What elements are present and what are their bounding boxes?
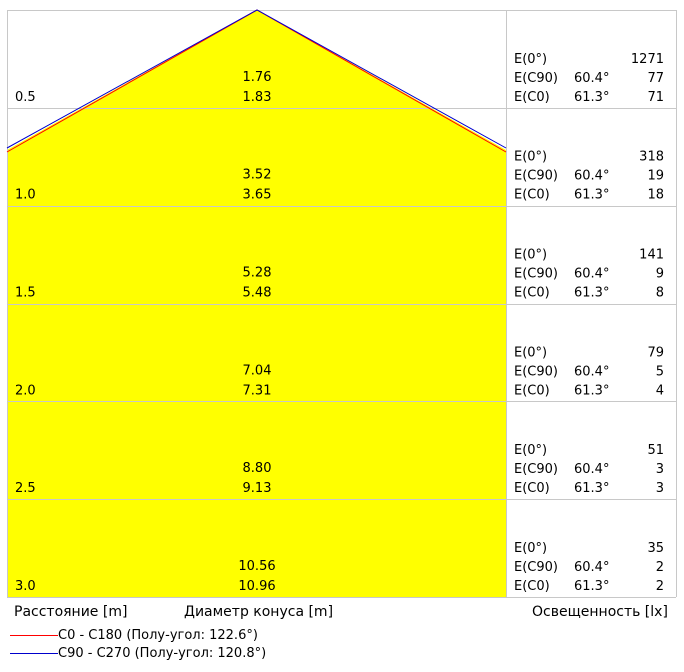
diameter-value-c90: 8.80 <box>243 461 272 476</box>
illuminance-value-e0: 1271 <box>631 52 664 67</box>
illuminance-label-e0: E(0°) <box>514 443 547 458</box>
legend-line-blue <box>10 653 58 654</box>
angle-label-c90: 60.4° <box>574 267 609 282</box>
legend-line-red <box>10 635 58 636</box>
distance-label: 2.5 <box>15 481 36 496</box>
angle-label-c90: 60.4° <box>574 364 609 379</box>
angle-label-c0: 61.3° <box>574 481 609 496</box>
illuminance-label-e-c90: E(C90) <box>514 560 558 575</box>
illuminance-value-e-c90: 77 <box>647 71 664 86</box>
illuminance-label-e0: E(0°) <box>514 52 547 67</box>
illuminance-value-e-c0: 8 <box>656 286 664 301</box>
illuminance-axis-label: Освещенность [lx] <box>532 604 668 620</box>
illuminance-label-e-c0: E(C0) <box>514 481 550 496</box>
illuminance-value-e0: 35 <box>647 541 664 556</box>
angle-label-c0: 61.3° <box>574 579 609 594</box>
legend-entry-c90-c270: C90 - C270 (Полу-угол: 120.8°) <box>10 646 266 661</box>
illuminance-value-e-c90: 3 <box>656 462 664 477</box>
illuminance-label-e-c0: E(C0) <box>514 188 550 203</box>
angle-label-c90: 60.4° <box>574 560 609 575</box>
illuminance-value-e-c90: 2 <box>656 560 664 575</box>
diameter-value-c0: 3.65 <box>243 188 272 203</box>
illuminance-value-e-c90: 19 <box>647 169 664 184</box>
illuminance-label-e-c90: E(C90) <box>514 169 558 184</box>
angle-label-c90: 60.4° <box>574 169 609 184</box>
diameter-value-c90: 3.52 <box>243 168 272 183</box>
angle-label-c0: 61.3° <box>574 90 609 105</box>
illuminance-value-e-c0: 3 <box>656 481 664 496</box>
illuminance-label-e-c90: E(C90) <box>514 364 558 379</box>
illuminance-label-e0: E(0°) <box>514 345 547 360</box>
cone-fill <box>7 10 506 597</box>
legend-label-c90-c270: C90 - C270 (Полу-угол: 120.8°) <box>58 646 267 661</box>
diameter-value-c0: 1.83 <box>243 90 272 105</box>
legend-entry-c0-c180: C0 - C180 (Полу-угол: 122.6°) <box>10 628 258 643</box>
diameter-value-c90: 1.76 <box>243 70 272 85</box>
illuminance-value-e-c90: 9 <box>656 267 664 282</box>
diameter-value-c0: 9.13 <box>243 481 272 496</box>
cone-diagram: 0.5 1.76 1.83 E(0°) E(C90) E(C0) 60.4° 61.3° 127… <box>6 9 677 598</box>
legend-label-c0-c180: C0 - C180 (Полу-угол: 122.6°) <box>58 628 258 643</box>
diameter-value-c90: 5.28 <box>243 266 272 281</box>
illuminance-label-e-c0: E(C0) <box>514 579 550 594</box>
illuminance-label-e0: E(0°) <box>514 541 547 556</box>
diameter-value-c90: 10.56 <box>238 559 275 574</box>
diameter-axis-label: Диаметр конуса [m] <box>184 604 334 620</box>
illuminance-label-e0: E(0°) <box>514 248 547 263</box>
illuminance-label-e-c0: E(C0) <box>514 383 550 398</box>
illuminance-label-e0: E(0°) <box>514 150 547 165</box>
distance-label: 3.0 <box>15 579 36 594</box>
illuminance-value-e-c90: 5 <box>656 364 664 379</box>
distance-label: 0.5 <box>15 90 36 105</box>
distance-label: 1.5 <box>15 286 36 301</box>
illuminance-value-e-c0: 2 <box>656 579 664 594</box>
illuminance-value-e-c0: 18 <box>647 188 664 203</box>
illuminance-value-e-c0: 4 <box>656 383 664 398</box>
diameter-value-c0: 7.31 <box>243 383 272 398</box>
diameter-value-c0: 10.96 <box>238 579 275 594</box>
angle-label-c0: 61.3° <box>574 383 609 398</box>
illuminance-label-e-c0: E(C0) <box>514 90 550 105</box>
angle-label-c90: 60.4° <box>574 71 609 86</box>
angle-label-c0: 61.3° <box>574 188 609 203</box>
distance-label: 1.0 <box>15 188 36 203</box>
angle-label-c90: 60.4° <box>574 462 609 477</box>
illuminance-value-e-c0: 71 <box>647 90 664 105</box>
diameter-value-c0: 5.48 <box>243 286 272 301</box>
illuminance-label-e-c90: E(C90) <box>514 267 558 282</box>
illuminance-label-e-c0: E(C0) <box>514 286 550 301</box>
distance-label: 2.0 <box>15 383 36 398</box>
distance-axis-label: Расстояние [m] <box>14 604 128 620</box>
cone-outline-c90-c270 <box>6 9 507 149</box>
illuminance-label-e-c90: E(C90) <box>514 71 558 86</box>
illuminance-label-e-c90: E(C90) <box>514 462 558 477</box>
diameter-value-c90: 7.04 <box>243 363 272 378</box>
illuminance-value-e0: 79 <box>647 345 664 360</box>
angle-label-c0: 61.3° <box>574 286 609 301</box>
illuminance-value-e0: 141 <box>639 248 664 263</box>
illuminance-value-e0: 51 <box>647 443 664 458</box>
illuminance-value-e0: 318 <box>639 150 664 165</box>
